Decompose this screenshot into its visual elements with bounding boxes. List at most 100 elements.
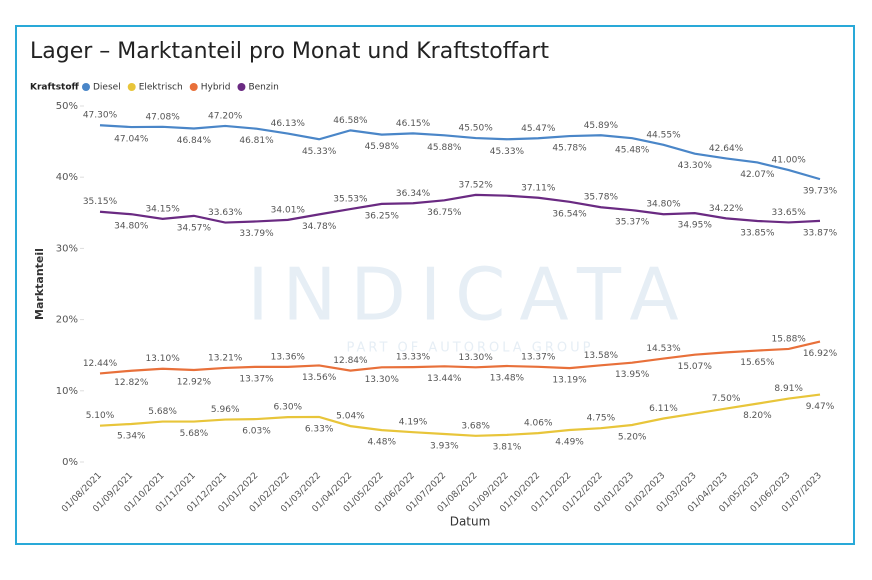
data-label: 6.11% [649, 404, 678, 414]
data-label: 12.82% [114, 378, 149, 388]
legend-swatch [237, 83, 246, 91]
legend-label: Benzin [248, 83, 278, 93]
data-label: 13.21% [208, 353, 243, 363]
data-label: 34.78% [302, 222, 337, 232]
legend-label: Diesel [93, 83, 121, 93]
data-label: 13.56% [302, 373, 337, 383]
data-label: 5.20% [618, 432, 647, 442]
y-tick-label: 20% [56, 315, 78, 326]
data-label: 43.30% [678, 161, 713, 171]
data-label: 33.79% [239, 229, 274, 239]
data-label: 47.08% [145, 112, 180, 122]
data-label: 35.53% [333, 195, 368, 205]
data-label: 4.75% [587, 414, 616, 424]
data-label: 42.64% [709, 144, 744, 154]
data-label: 34.01% [271, 205, 306, 215]
data-label: 5.68% [180, 429, 209, 439]
data-label: 5.96% [211, 405, 240, 415]
data-label: 45.33% [302, 147, 337, 157]
data-label: 35.78% [584, 193, 619, 203]
data-label: 13.37% [521, 352, 556, 362]
data-label: 46.13% [271, 119, 306, 129]
data-label: 13.10% [145, 354, 180, 364]
data-label: 6.30% [274, 403, 303, 413]
data-label: 5.10% [86, 411, 115, 421]
data-label: 36.25% [365, 211, 400, 221]
data-label: 13.44% [427, 374, 462, 384]
data-label: 33.87% [803, 228, 838, 238]
data-label: 41.00% [772, 156, 807, 166]
data-label: 45.78% [552, 144, 587, 154]
watermark: INDICATA [247, 253, 692, 337]
data-label: 35.37% [615, 218, 650, 228]
data-label: 45.98% [365, 142, 400, 152]
data-label: 14.53% [646, 344, 681, 354]
data-label: 7.50% [712, 394, 741, 404]
data-label: 33.65% [772, 208, 807, 218]
data-label: 9.47% [806, 402, 835, 412]
data-label: 45.47% [521, 124, 556, 134]
data-label: 45.33% [490, 147, 525, 157]
data-label: 5.68% [148, 407, 177, 417]
data-label: 47.04% [114, 135, 149, 145]
data-label: 3.68% [461, 421, 490, 431]
data-label: 33.85% [740, 228, 775, 238]
data-label: 45.50% [458, 124, 493, 134]
data-label: 8.20% [743, 411, 772, 421]
legend-title: Kraftstoff [30, 83, 80, 93]
x-axis-title: Datum [450, 515, 491, 529]
data-label: 37.52% [458, 180, 493, 190]
data-label: 34.22% [709, 204, 744, 214]
chart-title: Lager – Marktanteil pro Monat und Krafts… [30, 39, 549, 64]
data-label: 33.63% [208, 208, 243, 218]
data-label: 44.55% [646, 130, 681, 140]
data-label: 15.88% [772, 334, 807, 344]
legend-label: Hybrid [201, 83, 231, 93]
data-label: 13.36% [271, 352, 306, 362]
data-label: 15.07% [678, 362, 713, 372]
data-label: 4.06% [524, 419, 553, 429]
data-label: 45.88% [427, 143, 462, 153]
y-tick-label: 30% [56, 243, 78, 254]
data-label: 13.58% [584, 351, 619, 361]
legend-swatch [82, 83, 90, 91]
data-label: 3.81% [493, 442, 522, 452]
data-label: 34.95% [678, 221, 713, 231]
data-label: 46.84% [177, 136, 212, 146]
y-tick-label: 40% [56, 172, 78, 183]
data-label: 35.15% [83, 197, 118, 207]
data-label: 46.15% [396, 119, 431, 129]
legend-swatch [189, 83, 198, 91]
data-label: 13.30% [458, 353, 493, 363]
series-line [99, 340, 821, 375]
data-label: 16.92% [803, 349, 838, 359]
y-tick-label: 0% [62, 457, 78, 468]
series-line [99, 124, 821, 181]
legend-swatch [127, 83, 136, 91]
watermark-sub: PART OF AUTOROLA GROUP [346, 341, 593, 356]
data-label: 39.73% [803, 187, 838, 197]
data-label: 4.48% [367, 438, 396, 448]
data-label: 34.80% [114, 222, 149, 232]
data-label: 42.07% [740, 170, 775, 180]
data-label: 13.30% [365, 375, 400, 385]
data-label: 13.19% [552, 376, 587, 386]
data-label: 13.33% [396, 353, 431, 363]
data-label: 5.04% [336, 412, 365, 422]
data-label: 34.15% [145, 204, 180, 214]
data-label: 34.57% [177, 223, 212, 233]
data-label: 34.80% [646, 200, 681, 210]
data-label: 6.03% [242, 427, 271, 437]
data-label: 45.48% [615, 146, 650, 156]
data-label: 8.91% [774, 384, 803, 394]
data-label: 3.93% [430, 442, 459, 452]
data-label: 46.81% [239, 136, 274, 146]
data-label: 46.58% [333, 116, 368, 126]
data-label: 5.34% [117, 431, 146, 441]
frame [15, 25, 855, 545]
data-label: 45.89% [584, 121, 619, 131]
data-label: 47.30% [83, 111, 118, 121]
data-label: 6.33% [305, 424, 334, 434]
series-line [99, 193, 821, 224]
